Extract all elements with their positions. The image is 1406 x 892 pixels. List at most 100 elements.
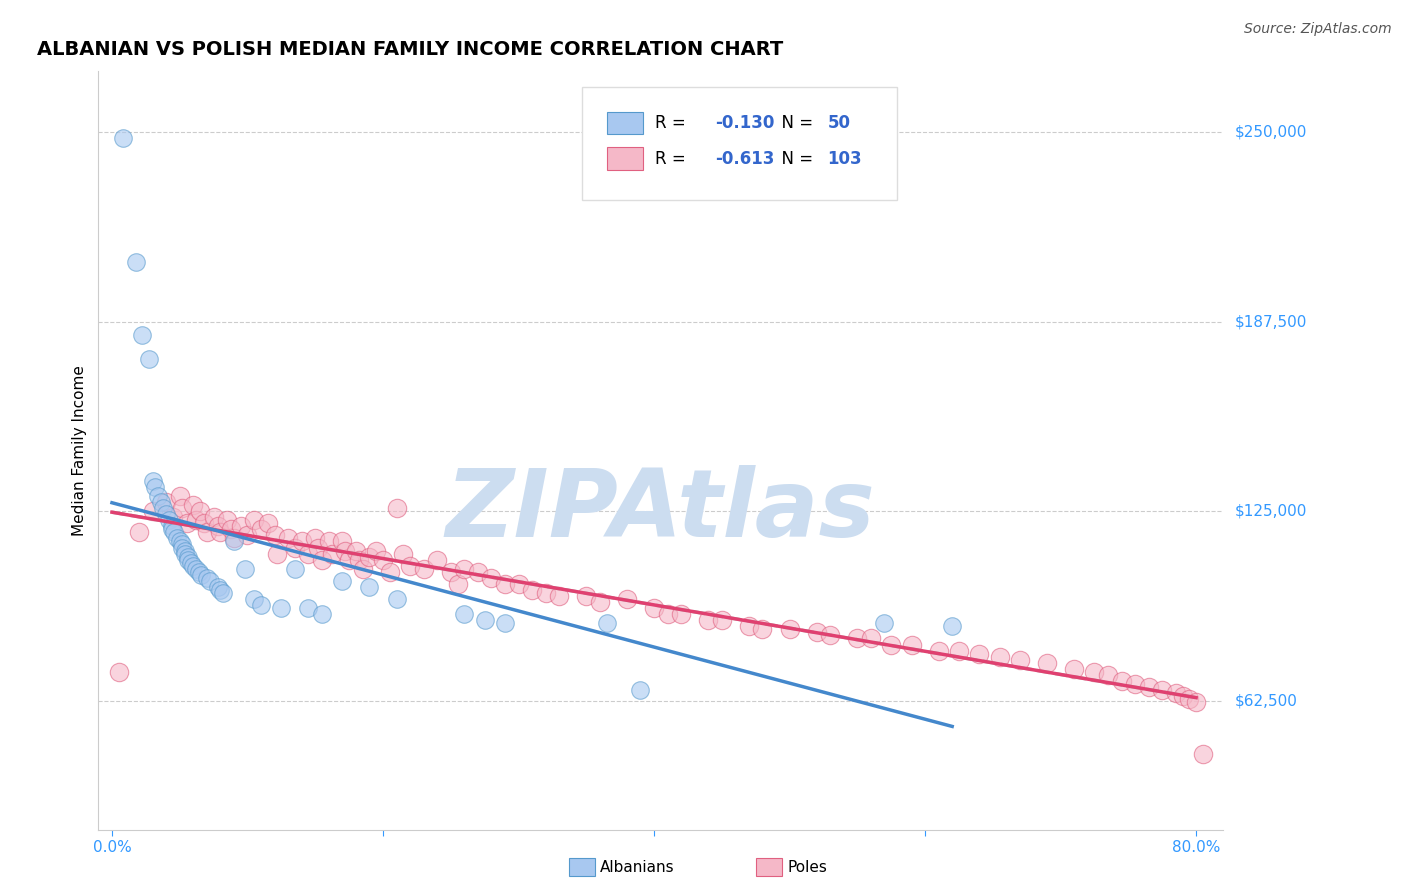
Point <box>643 601 665 615</box>
Point <box>1164 686 1187 700</box>
Point <box>669 607 692 622</box>
Point <box>187 565 209 579</box>
Point <box>321 547 343 561</box>
Point <box>880 638 903 652</box>
Text: $250,000: $250,000 <box>1234 125 1306 139</box>
Point <box>177 552 200 566</box>
Point <box>446 577 468 591</box>
Point <box>474 613 496 627</box>
Point <box>174 547 197 561</box>
Text: 50: 50 <box>827 114 851 132</box>
Point <box>146 489 169 503</box>
Point <box>198 574 221 588</box>
Text: Source: ZipAtlas.com: Source: ZipAtlas.com <box>1244 22 1392 37</box>
Point <box>928 643 950 657</box>
Point <box>378 565 401 579</box>
Point <box>138 352 160 367</box>
Point <box>630 683 652 698</box>
Point <box>1008 653 1031 667</box>
Point <box>304 532 326 546</box>
Point <box>233 562 256 576</box>
Point <box>291 534 314 549</box>
Text: $125,000: $125,000 <box>1234 504 1306 518</box>
Point <box>181 558 204 573</box>
Point <box>359 549 381 564</box>
Point <box>157 513 180 527</box>
Point <box>142 474 165 488</box>
Point <box>250 598 273 612</box>
Point <box>131 328 153 343</box>
Point <box>111 131 134 145</box>
Point <box>1185 695 1208 709</box>
Point <box>256 516 278 531</box>
Point <box>107 665 129 679</box>
Point <box>988 649 1011 664</box>
Point <box>297 601 319 615</box>
Point <box>176 516 198 531</box>
Point <box>344 543 367 558</box>
Point <box>222 532 245 546</box>
Point <box>207 580 229 594</box>
Point <box>202 510 225 524</box>
Point <box>128 525 150 540</box>
Point <box>347 552 370 566</box>
Point <box>162 510 184 524</box>
Point <box>494 577 516 591</box>
Text: $187,500: $187,500 <box>1234 314 1306 329</box>
Point <box>212 586 235 600</box>
Point <box>284 541 307 555</box>
Point <box>160 519 183 533</box>
Point <box>806 625 828 640</box>
Point <box>1137 680 1160 694</box>
Point <box>190 567 212 582</box>
Text: -0.130: -0.130 <box>714 114 775 132</box>
Point <box>193 516 215 531</box>
Point <box>453 607 475 622</box>
Point <box>270 601 292 615</box>
Point <box>697 613 720 627</box>
Point <box>333 543 356 558</box>
Point <box>595 616 617 631</box>
Point <box>534 586 557 600</box>
Text: R =: R = <box>655 150 692 168</box>
Point <box>169 489 191 503</box>
Point <box>163 525 186 540</box>
Point <box>266 547 288 561</box>
Point <box>1083 665 1105 679</box>
Point <box>1192 747 1215 761</box>
Text: 103: 103 <box>827 150 862 168</box>
Point <box>277 532 299 546</box>
Point <box>392 547 415 561</box>
Point <box>217 513 239 527</box>
Point <box>589 595 612 609</box>
Point <box>385 592 408 607</box>
Point <box>1152 683 1174 698</box>
Point <box>229 519 252 533</box>
Point <box>467 565 489 579</box>
Point <box>846 632 869 646</box>
Point <box>1178 692 1201 706</box>
Point <box>181 498 204 512</box>
Text: Albanians: Albanians <box>600 860 675 874</box>
Point <box>548 589 571 603</box>
FancyBboxPatch shape <box>582 87 897 201</box>
Point <box>250 522 273 536</box>
FancyBboxPatch shape <box>607 147 643 170</box>
Point <box>412 562 434 576</box>
Point <box>941 619 963 633</box>
Point <box>143 480 166 494</box>
Point <box>207 519 229 533</box>
Point <box>330 534 353 549</box>
Point <box>155 495 177 509</box>
Point <box>125 255 148 269</box>
Y-axis label: Median Family Income: Median Family Income <box>72 365 87 536</box>
Point <box>219 522 242 536</box>
Point <box>818 628 841 642</box>
Text: ALBANIAN VS POLISH MEDIAN FAMILY INCOME CORRELATION CHART: ALBANIAN VS POLISH MEDIAN FAMILY INCOME … <box>37 39 783 59</box>
Point <box>859 632 882 646</box>
Point <box>149 495 172 509</box>
Point <box>184 562 207 576</box>
Point <box>172 537 194 551</box>
Point <box>174 543 197 558</box>
Point <box>155 507 177 521</box>
